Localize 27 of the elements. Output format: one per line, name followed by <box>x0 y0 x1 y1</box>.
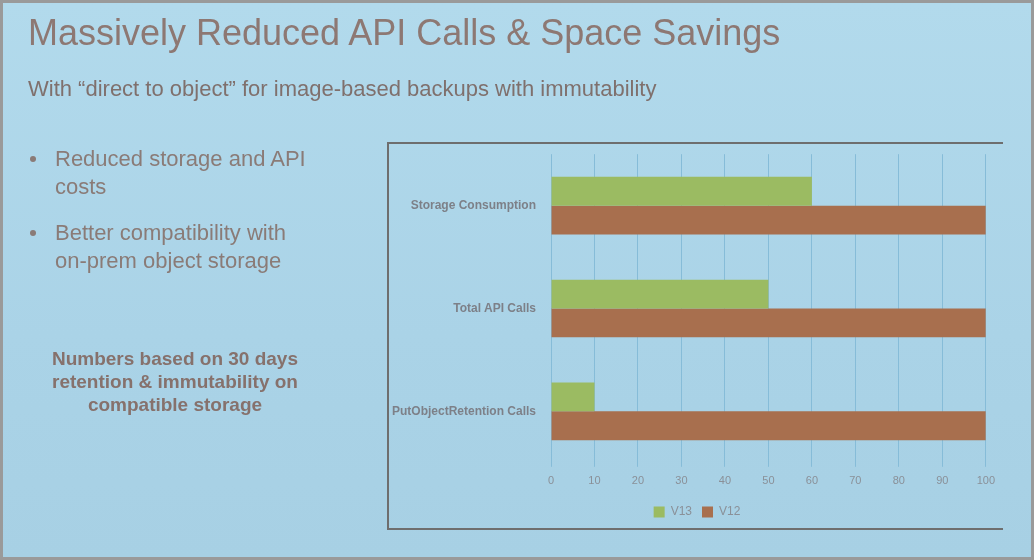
text: Numbers based on 30 days retention & immutability on compatible storage <box>50 347 299 416</box>
x-tick-label: 90 <box>936 474 949 487</box>
x-tick-label: 50 <box>762 474 775 487</box>
legend-label: V13 <box>670 504 693 519</box>
y-tick-label: Total API Calls <box>453 300 537 315</box>
x-tick-label: 30 <box>675 474 688 487</box>
y-tick-label: Storage Consumption <box>410 197 536 212</box>
x-tick-label: 80 <box>892 474 905 487</box>
x-tick-label: 0 <box>547 474 555 487</box>
bar <box>551 308 986 338</box>
x-tick-label: 20 <box>631 474 645 487</box>
x-tick-label: 40 <box>718 474 732 487</box>
bar <box>551 382 595 412</box>
x-tick-label: 10 <box>588 474 601 487</box>
y-tick-label: PutObjectRetention Calls <box>391 403 537 418</box>
x-tick-label: 70 <box>849 474 862 487</box>
x-tick-label: 60 <box>805 474 819 487</box>
bar <box>551 279 769 309</box>
legend-label: V12 <box>719 504 741 519</box>
chart-title: Massively Reduced API Calls & Space Savings <box>28 12 781 54</box>
text: Better compatibility with on-prem object storage <box>55 219 288 275</box>
bar <box>551 176 812 206</box>
text: With “direct to object” for image-based backups with immutability <box>28 76 657 102</box>
bar <box>551 205 986 235</box>
x-tick-label: 100 <box>976 474 995 487</box>
bar <box>551 411 986 441</box>
text: Reduced storage and API costs <box>55 145 307 201</box>
